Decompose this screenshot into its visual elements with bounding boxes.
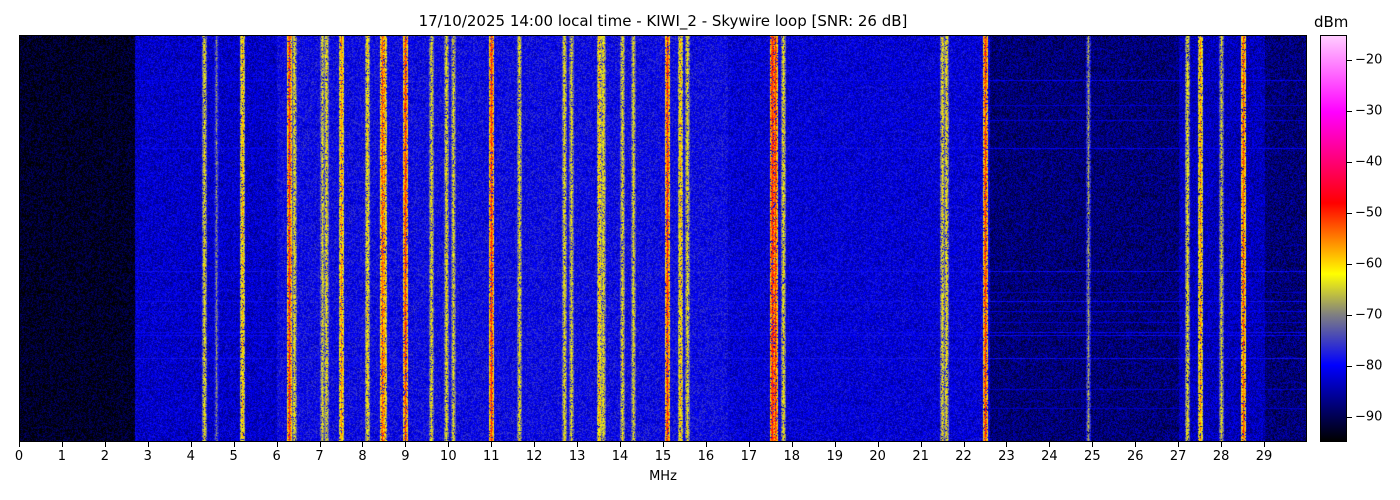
x-tick-label: 17 xyxy=(740,449,758,464)
x-tick-label: 28 xyxy=(1212,449,1230,464)
x-tick-label: 8 xyxy=(358,449,367,464)
x-tick xyxy=(705,442,707,447)
x-tick-label: 24 xyxy=(1041,449,1058,464)
x-tick xyxy=(1006,442,1008,447)
colorbar-tick xyxy=(1347,263,1352,265)
x-tick xyxy=(963,442,965,447)
x-tick-label: 13 xyxy=(568,449,586,464)
x-tick-label: 21 xyxy=(912,449,929,464)
x-tick xyxy=(1135,442,1137,447)
x-tick xyxy=(791,442,793,447)
x-tick-label: 25 xyxy=(1084,449,1101,464)
x-tick xyxy=(1178,442,1180,447)
x-tick-label: 26 xyxy=(1126,449,1144,464)
x-tick xyxy=(190,442,192,447)
x-tick-label: 27 xyxy=(1169,449,1187,464)
x-tick-label: 3 xyxy=(143,449,152,464)
x-tick xyxy=(920,442,922,447)
colorbar-tick xyxy=(1347,365,1352,367)
x-tick-label: 7 xyxy=(315,449,324,464)
x-tick xyxy=(663,442,664,447)
x-tick xyxy=(877,442,879,447)
x-tick-label: 2 xyxy=(100,449,109,464)
x-tick xyxy=(1221,442,1223,447)
colorbar-tick-label: −60 xyxy=(1355,256,1383,272)
colorbar-tick-label: −30 xyxy=(1355,103,1383,119)
x-tick xyxy=(748,442,750,447)
x-tick-label: 9 xyxy=(401,449,410,464)
x-tick xyxy=(362,442,364,447)
x-tick xyxy=(405,442,407,447)
colorbar-tick xyxy=(1347,60,1352,62)
chart-title: 17/10/2025 14:00 local time - KIWI_2 - S… xyxy=(418,12,908,30)
x-tick-label: 6 xyxy=(272,449,281,464)
x-tick-label: 29 xyxy=(1255,449,1273,464)
x-tick xyxy=(448,442,450,447)
colorbar-tick-label: −90 xyxy=(1355,409,1383,425)
x-tick xyxy=(19,442,20,447)
colorbar-tick xyxy=(1347,416,1352,418)
x-tick xyxy=(491,442,493,447)
x-tick-label: 18 xyxy=(783,449,801,464)
colorbar xyxy=(1320,35,1347,442)
x-tick xyxy=(1049,442,1051,447)
colorbar-tick-label: −70 xyxy=(1355,307,1383,323)
x-tick-label: 0 xyxy=(14,449,24,464)
x-tick-label: 12 xyxy=(525,449,543,464)
x-tick-label: 5 xyxy=(229,449,238,464)
colorbar-tick xyxy=(1347,162,1352,164)
x-tick-label: 15 xyxy=(654,449,672,464)
colorbar-tick xyxy=(1347,213,1352,215)
colorbar-tick xyxy=(1347,314,1352,316)
x-tick xyxy=(147,442,149,447)
x-tick-label: 16 xyxy=(697,449,715,464)
x-tick xyxy=(276,442,278,447)
x-tick-label: 11 xyxy=(482,449,500,464)
colorbar-tick-label: −20 xyxy=(1355,52,1383,68)
x-tick-label: 14 xyxy=(611,449,629,464)
x-tick xyxy=(834,442,836,447)
x-tick-label: 19 xyxy=(826,449,843,464)
x-tick-label: 1 xyxy=(57,449,67,464)
colorbar-tick-label: −50 xyxy=(1355,205,1383,221)
x-tick-label: 22 xyxy=(955,449,972,464)
colorbar-label: dBm xyxy=(1314,13,1349,31)
x-tick xyxy=(534,442,536,447)
colorbar-tick-label: −80 xyxy=(1355,358,1383,374)
x-tick xyxy=(620,442,622,447)
colorbar-tick xyxy=(1347,111,1352,113)
x-tick xyxy=(104,442,106,447)
x-tick xyxy=(319,442,321,447)
x-axis-label: MHz xyxy=(649,469,677,484)
x-tick xyxy=(1264,442,1266,447)
x-tick-label: 10 xyxy=(440,449,457,464)
x-tick xyxy=(233,442,235,447)
x-tick xyxy=(577,442,579,447)
waterfall-heatmap xyxy=(19,35,1307,442)
colorbar-tick-label: −40 xyxy=(1355,154,1383,170)
x-tick xyxy=(61,442,63,447)
x-tick xyxy=(1092,442,1094,447)
plot-area xyxy=(19,35,1307,442)
x-tick-label: 23 xyxy=(998,449,1015,464)
x-tick-label: 4 xyxy=(186,449,195,464)
x-tick-label: 20 xyxy=(869,449,886,464)
